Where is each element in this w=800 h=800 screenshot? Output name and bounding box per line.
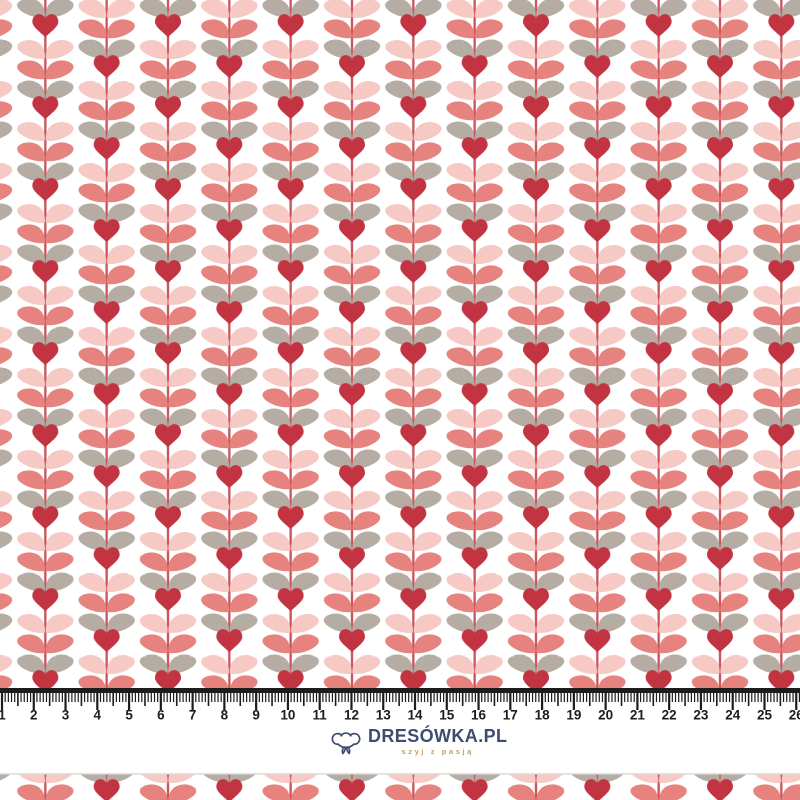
- ruler-number: 25: [757, 708, 773, 723]
- ruler-number: 16: [471, 708, 487, 723]
- ruler-number: 1: [0, 708, 6, 723]
- ruler-number: 12: [344, 708, 359, 723]
- cotton-flower-icon: [331, 732, 361, 755]
- ruler-number: 7: [189, 708, 197, 723]
- ruler-number: 21: [630, 708, 646, 723]
- brand-name: DRESÓWKA.PL: [368, 726, 508, 746]
- pattern-strip-bottom: [0, 774, 800, 800]
- ruler-ticks: [0, 693, 800, 710]
- brand-tagline: szyj z pasją: [401, 747, 474, 756]
- ruler-number: 3: [62, 708, 70, 723]
- ruler-number: 6: [157, 708, 165, 723]
- ruler-number: 5: [125, 708, 133, 723]
- ruler-number: 2: [30, 708, 38, 723]
- ruler-number: 20: [598, 708, 613, 723]
- ruler-number: 24: [725, 708, 741, 723]
- ruler-number: 26: [789, 708, 800, 723]
- ruler-number: 13: [376, 708, 392, 723]
- ruler-numbers: 1 2 3 4 5 6 7 8 9 10 11 12 13 14 15 16 17 18 19 20 21 22 23 24 2…: [0, 708, 800, 723]
- ruler-bar: [0, 688, 800, 693]
- brand-logo: DRESÓWKA.PL szyj z pasją: [331, 725, 507, 756]
- ruler-number: 17: [503, 708, 518, 723]
- ruler-number: 4: [94, 708, 102, 723]
- ruler: 1 2 3 4 5 6 7 8 9 10 11 12 13 14 15 16 17 18 19 20 21 22 23 24 2…: [0, 688, 800, 723]
- ruler-number: 11: [313, 708, 328, 723]
- ruler-number: 18: [535, 708, 551, 723]
- ruler-number: 8: [221, 708, 229, 723]
- ruler-number: 14: [407, 708, 423, 723]
- ruler-number: 22: [662, 708, 677, 723]
- tile-divider-line: [0, 773, 800, 775]
- ruler-number: 9: [252, 708, 260, 723]
- ruler-number: 10: [280, 708, 295, 723]
- ruler-number: 23: [693, 708, 709, 723]
- pattern-area: [0, 0, 800, 688]
- ruler-number: 19: [566, 708, 581, 723]
- ruler-number: 15: [439, 708, 455, 723]
